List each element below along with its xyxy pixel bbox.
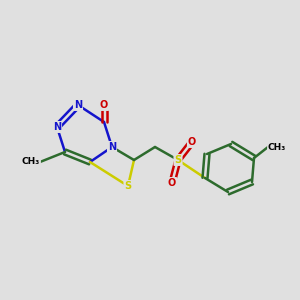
Text: S: S <box>174 155 182 165</box>
Text: N: N <box>53 122 61 132</box>
Text: N: N <box>74 100 82 110</box>
Text: CH₃: CH₃ <box>22 158 40 166</box>
Text: O: O <box>188 137 196 147</box>
Text: CH₃: CH₃ <box>268 142 286 152</box>
Text: S: S <box>124 181 132 191</box>
Text: O: O <box>168 178 176 188</box>
Text: N: N <box>108 142 116 152</box>
Text: O: O <box>100 100 108 110</box>
